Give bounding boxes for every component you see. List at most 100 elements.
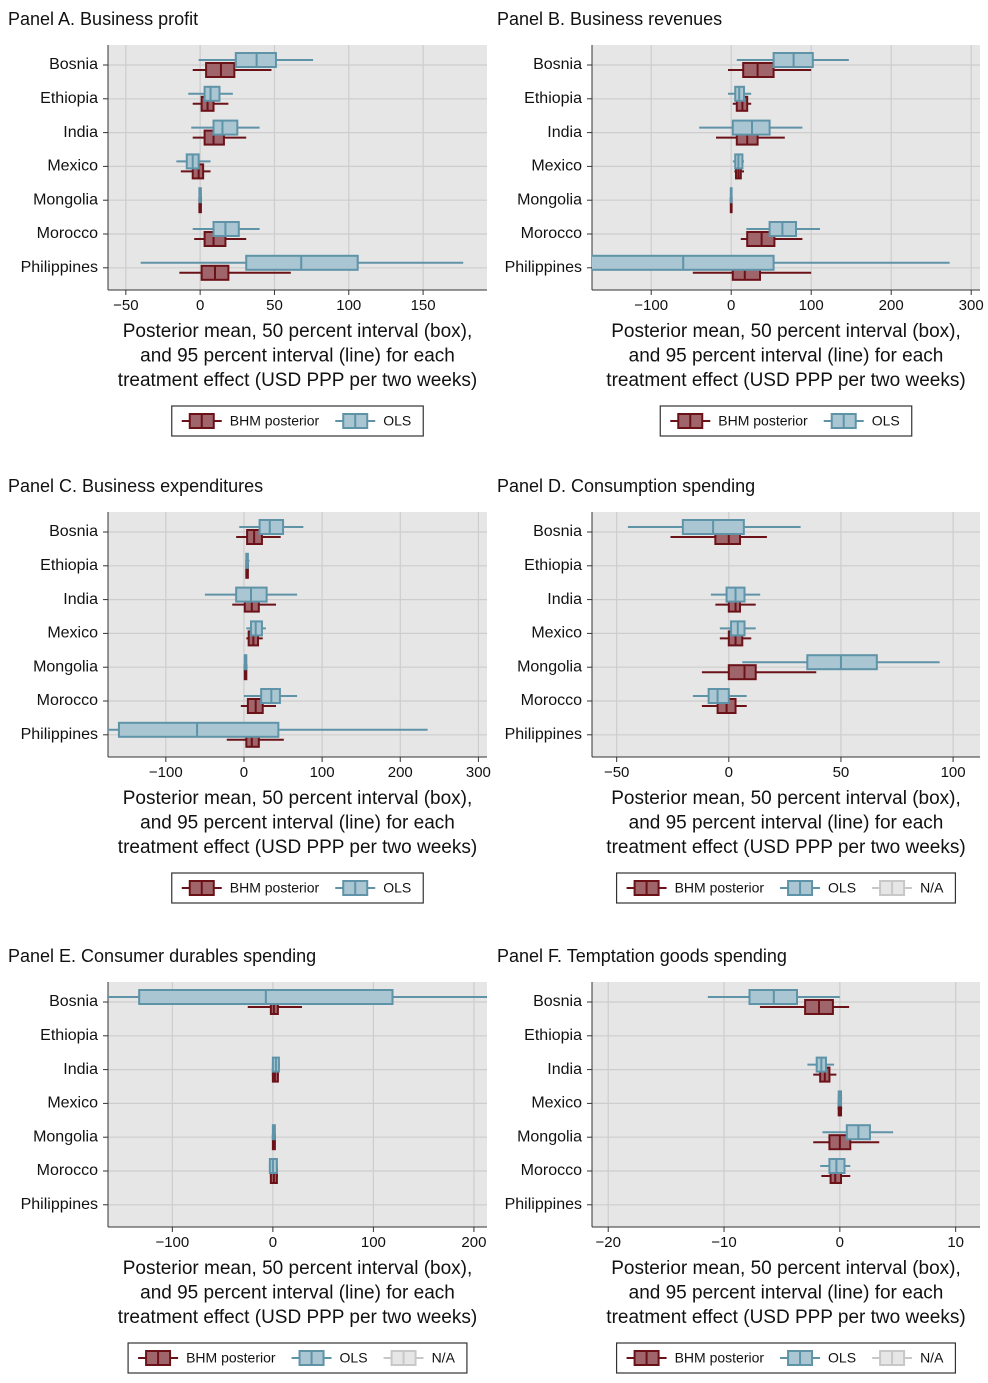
y-tick-label: India: [63, 591, 98, 608]
y-tick-label: Morocco: [521, 692, 582, 709]
legend-label: BHM posterior: [675, 880, 765, 896]
y-tick-label: Mongolia: [33, 191, 98, 208]
legend-label: N/A: [920, 880, 944, 896]
data-layer: [592, 52, 950, 281]
x-axis-label: and 95 percent interval (line) for each: [140, 346, 455, 367]
plot-background: [592, 982, 980, 1227]
panel-title: Panel A. Business profit: [8, 9, 198, 29]
y-tick-label: Philippines: [505, 259, 582, 276]
panel-title: Panel C. Business expenditures: [8, 476, 263, 496]
y-tick-label: Mongolia: [517, 658, 582, 675]
x-tick-label: 0: [727, 297, 735, 314]
y-tick-label: India: [547, 1061, 582, 1078]
x-axis-label: Posterior mean, 50 percent interval (box…: [123, 788, 473, 809]
panel: Panel A. Business profit −50 0 50 100 150 Bosn…: [8, 9, 487, 437]
y-tick-label: Mexico: [531, 625, 582, 642]
y-tick-label: Bosnia: [533, 56, 582, 73]
panel-title: Panel E. Consumer durables spending: [8, 946, 316, 966]
x-tick-label: 0: [240, 764, 248, 781]
legend-label: BHM posterior: [230, 880, 320, 896]
y-tick-label: Mongolia: [33, 1128, 98, 1145]
x-tick-label: −20: [595, 1234, 620, 1251]
y-tick-label: Bosnia: [49, 56, 98, 73]
x-tick-label: 300: [959, 297, 984, 314]
legend: BHM posterior OLS N/A: [615, 1342, 957, 1374]
y-tick-label: Morocco: [521, 225, 582, 242]
x-axis-label: treatment effect (USD PPP per two weeks): [118, 370, 477, 391]
y-tick-label: Philippines: [21, 1196, 98, 1213]
x-axis-label: Posterior mean, 50 percent interval (box…: [611, 788, 961, 809]
x-tick-label: 0: [725, 764, 733, 781]
x-tick-label: 200: [388, 764, 413, 781]
y-tick-label: Mexico: [531, 1095, 582, 1112]
plot-background: [108, 512, 487, 757]
y-tick-label: Ethiopia: [524, 1027, 582, 1044]
y-tick-label: Mexico: [47, 625, 98, 642]
x-axis-label: and 95 percent interval (line) for each: [629, 813, 944, 834]
legend-label: OLS: [828, 1350, 856, 1366]
x-tick-label: −100: [155, 1234, 189, 1251]
x-tick-label: 100: [361, 1234, 386, 1251]
x-tick-label: 0: [269, 1234, 277, 1251]
y-tick-label: Mongolia: [517, 191, 582, 208]
legend-label: BHM posterior: [718, 413, 808, 429]
x-axis-label: Posterior mean, 50 percent interval (box…: [611, 1258, 961, 1279]
legend-label: OLS: [872, 413, 900, 429]
interval-50-box: [212, 119, 239, 136]
x-axis-label: treatment effect (USD PPP per two weeks): [606, 837, 965, 858]
y-tick-label: Ethiopia: [40, 1027, 98, 1044]
y-tick-label: Morocco: [37, 225, 98, 242]
plot-background: [108, 45, 487, 290]
y-tick-label: Mongolia: [517, 1128, 582, 1145]
y-tick-label: Bosnia: [49, 523, 98, 540]
y-tick-label: Ethiopia: [524, 90, 582, 107]
x-axis-label: treatment effect (USD PPP per two weeks): [606, 370, 965, 391]
x-tick-label: −10: [711, 1234, 736, 1251]
x-tick-label: 0: [196, 297, 204, 314]
y-tick-label: Bosnia: [49, 993, 98, 1010]
panel: Panel E. Consumer durables spending −100 0…: [8, 946, 487, 1374]
x-axis-label: and 95 percent interval (line) for each: [140, 813, 455, 834]
x-tick-label: 10: [947, 1234, 964, 1251]
y-tick-label: Philippines: [21, 726, 98, 743]
legend: BHM posterior OLS N/A: [615, 872, 957, 904]
y-tick-label: Ethiopia: [524, 557, 582, 574]
legend-label: OLS: [828, 880, 856, 896]
interval-50-box: [258, 519, 285, 535]
plot-background: [108, 982, 487, 1227]
panel: Panel C. Business expenditures −100 0 100 20…: [8, 476, 491, 904]
y-tick-label: Philippines: [21, 259, 98, 276]
y-tick-label: Mongolia: [33, 658, 98, 675]
x-tick-label: 200: [461, 1234, 486, 1251]
legend-label: OLS: [383, 413, 411, 429]
x-tick-label: −100: [149, 764, 183, 781]
y-tick-label: Morocco: [37, 1162, 98, 1179]
panel: Panel D. Consumption spending −50 0 50 100 Bo…: [497, 476, 980, 904]
x-tick-label: 0: [836, 1234, 844, 1251]
data-layer: [108, 519, 428, 748]
x-tick-label: −50: [113, 297, 138, 314]
legend-label: BHM posterior: [186, 1350, 276, 1366]
legend: BHM posterior OLS: [659, 405, 913, 437]
data-layer: [108, 989, 487, 1184]
data-layer: [707, 989, 894, 1184]
legend: BHM posterior OLS: [171, 405, 424, 437]
x-axis-label: treatment effect (USD PPP per two weeks): [606, 1307, 965, 1328]
x-axis-label: and 95 percent interval (line) for each: [629, 1283, 944, 1304]
y-tick-label: Morocco: [37, 692, 98, 709]
x-tick-label: 300: [466, 764, 491, 781]
y-tick-label: India: [63, 124, 98, 141]
x-tick-label: −100: [634, 297, 668, 314]
legend-label: BHM posterior: [230, 413, 320, 429]
legend-label: OLS: [340, 1350, 368, 1366]
y-tick-label: Philippines: [505, 1196, 582, 1213]
y-tick-label: India: [547, 124, 582, 141]
interval-50-box: [203, 85, 221, 102]
panel-title: Panel D. Consumption spending: [497, 476, 755, 496]
y-tick-label: Bosnia: [533, 523, 582, 540]
plot-background: [592, 45, 980, 290]
legend: BHM posterior OLS N/A: [127, 1342, 468, 1374]
panel-title: Panel F. Temptation goods spending: [497, 946, 787, 966]
y-tick-label: Mexico: [47, 1095, 98, 1112]
y-tick-label: Bosnia: [533, 993, 582, 1010]
